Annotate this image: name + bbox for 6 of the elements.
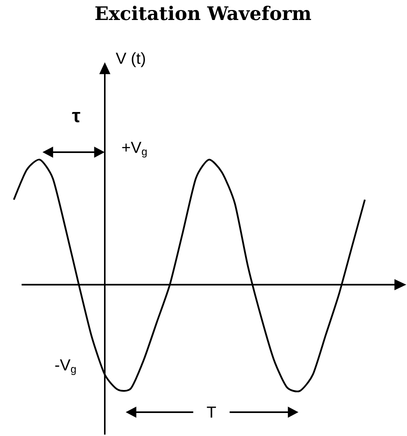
text: T (206, 406, 216, 418)
text: +V$_{g}$ (122, 142, 147, 158)
text: V (t) (116, 52, 145, 68)
annotation: -V$_{g}$ (55, 359, 76, 375)
chart-title: Excitation Waveform (95, 6, 311, 20)
text: τ (72, 112, 80, 122)
